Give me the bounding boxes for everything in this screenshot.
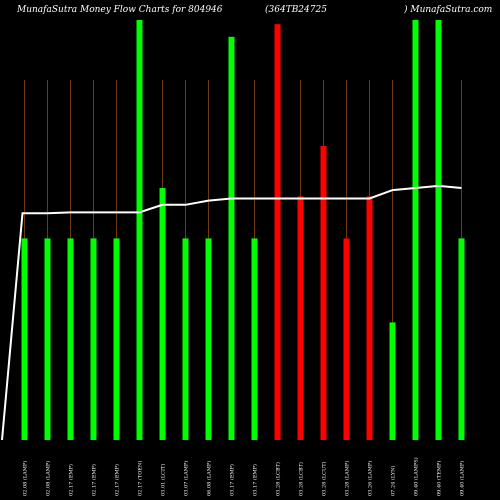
bar bbox=[113, 238, 120, 440]
x-tick-label: 03.07 (LAMP) bbox=[183, 461, 190, 496]
bar bbox=[90, 238, 97, 440]
x-tick-label: 02.17 (EMP) bbox=[91, 464, 98, 496]
x-tick-label: 02.17 (TOEN) bbox=[137, 461, 144, 496]
x-tick-label: 03.26 (LAMP) bbox=[367, 461, 374, 496]
x-tick-label: 07.24 (LYN) bbox=[390, 465, 397, 496]
x-tick-label: 09.40 (LAMPS) bbox=[413, 457, 420, 496]
flow-line bbox=[1, 184, 462, 441]
x-tick-label: 03.28 (LCBT) bbox=[275, 462, 282, 496]
x-tick-label: 09.40 (LAMP) bbox=[459, 461, 466, 496]
x-axis-labels: 02.08 (LAMP) 02.08 (LAMP) 02.17 (EMP) 02.17… bbox=[22, 457, 466, 496]
x-tick-label: 02.17 (EMP) bbox=[114, 464, 121, 496]
x-tick-label: 06.08 (LAMP) bbox=[206, 461, 213, 496]
bar bbox=[412, 20, 419, 440]
bar bbox=[343, 238, 350, 440]
x-tick-label: 03.28 (LCUT) bbox=[321, 461, 328, 496]
x-tick-label: 09.40 (TEMP) bbox=[436, 461, 443, 496]
x-tick-label: 03.17 (EMP) bbox=[229, 464, 236, 496]
bar bbox=[182, 238, 189, 440]
x-tick-label: 02.08 (LAMP) bbox=[22, 461, 29, 496]
x-tick-label: 03.17 (EMP) bbox=[252, 464, 259, 496]
bars bbox=[21, 20, 465, 441]
chart-title-part-1: MunafaSutra Money Flow Charts for 804946 bbox=[16, 5, 223, 15]
bar bbox=[159, 188, 166, 440]
bar bbox=[435, 20, 442, 440]
x-tick-label: 02.08 (LAMP) bbox=[45, 461, 52, 496]
bar bbox=[274, 24, 281, 440]
flow-line-path bbox=[1, 184, 462, 441]
x-tick-label: 03.28 (LCBT) bbox=[298, 462, 305, 496]
bar bbox=[320, 146, 327, 440]
x-tick-label: 03.28 (LAMP) bbox=[344, 461, 351, 496]
bar bbox=[21, 238, 28, 440]
bar bbox=[136, 20, 143, 440]
grid-lines bbox=[24, 80, 462, 440]
bar bbox=[389, 322, 396, 440]
chart-title-part-3: ) MunafaSutra.com bbox=[403, 4, 492, 15]
chart-title-part-2: (364TB24725 bbox=[265, 4, 327, 15]
x-tick-label: 03.01 (LCIT) bbox=[160, 464, 167, 496]
bar bbox=[44, 238, 51, 440]
bar bbox=[458, 238, 465, 440]
bar bbox=[366, 196, 373, 440]
bar bbox=[251, 238, 258, 440]
x-tick-label: 02.17 (EMP) bbox=[68, 464, 75, 496]
bar bbox=[67, 238, 74, 440]
bar bbox=[228, 36, 235, 441]
bar bbox=[297, 196, 304, 440]
bar bbox=[205, 238, 212, 440]
